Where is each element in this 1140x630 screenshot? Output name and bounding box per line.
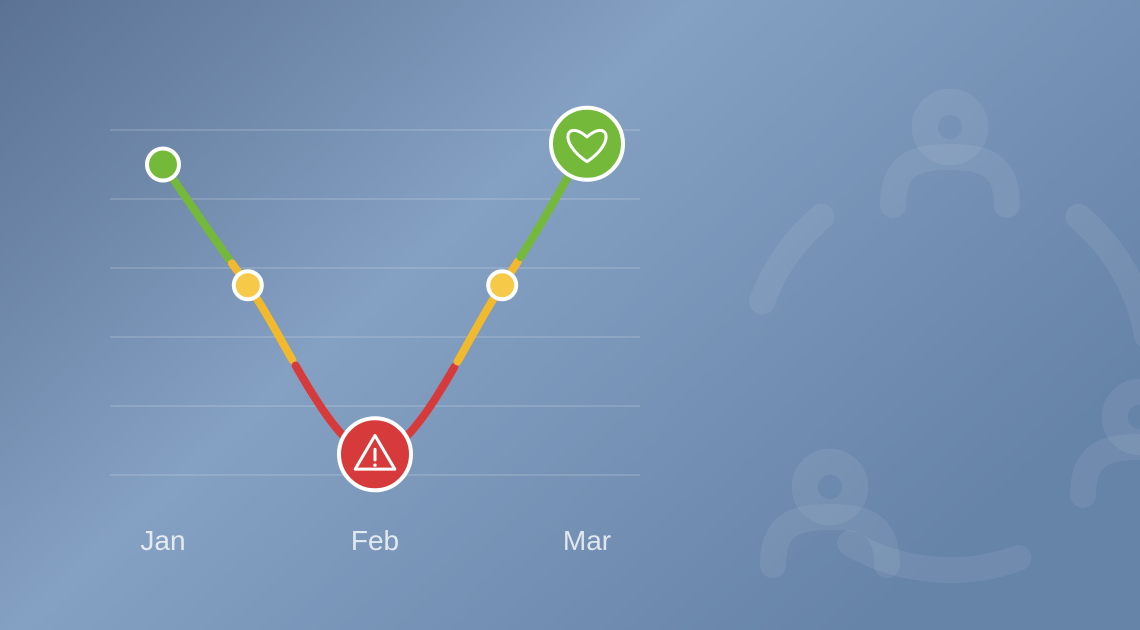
- chart-canvas: Jan Feb Mar: [0, 0, 1140, 630]
- data-markers: [147, 108, 623, 491]
- x-axis-label: Mar: [563, 525, 611, 557]
- x-axis-label: Feb: [351, 525, 399, 557]
- dot-marker: [234, 271, 262, 299]
- trend-curve: [163, 144, 587, 455]
- dot-marker: [147, 149, 179, 181]
- dot-marker: [488, 271, 516, 299]
- heart-marker-icon: [551, 108, 623, 180]
- x-axis-label: Jan: [140, 525, 185, 557]
- warning-marker-icon: [339, 418, 411, 490]
